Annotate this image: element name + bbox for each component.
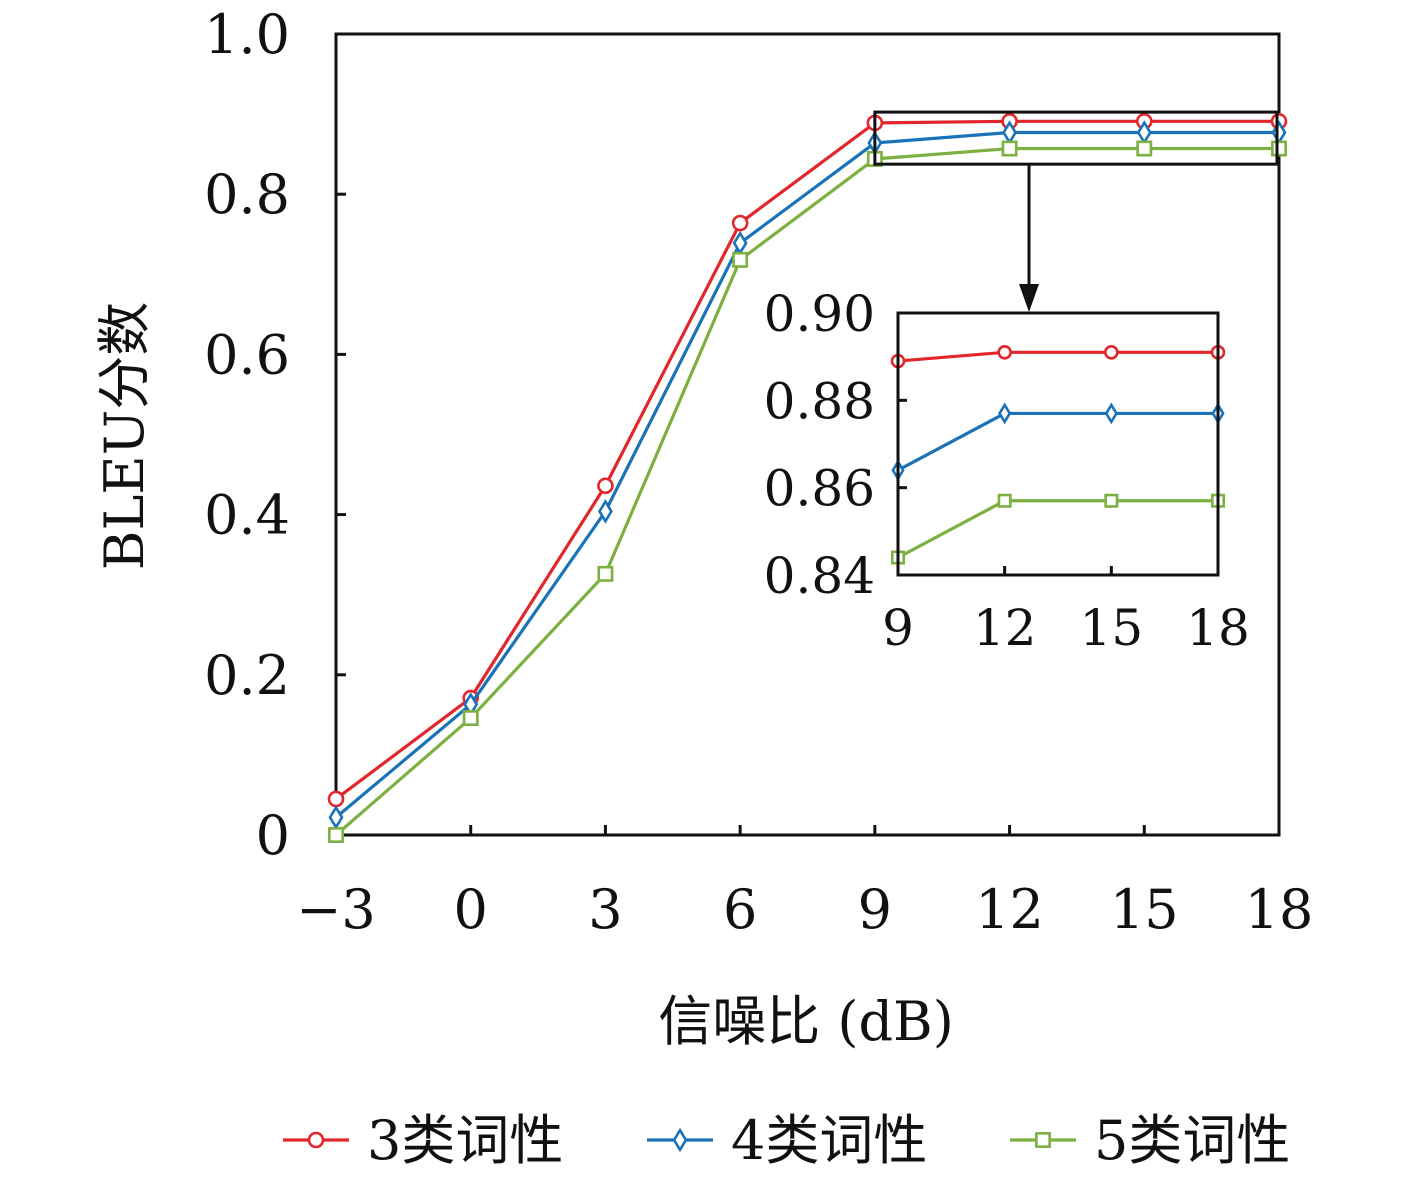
data-point-series-3 xyxy=(328,827,344,843)
inset-data-point-series-2 xyxy=(998,402,1012,425)
y-tick-label: 0.8 xyxy=(204,163,290,226)
inset-x-tick-label: 9 xyxy=(882,599,914,657)
data-point-series-1 xyxy=(597,477,614,495)
inset-data-point-series-1 xyxy=(997,344,1012,360)
inset-plot: 9 12 15 18 0.84 0.86 0.88 0.90 xyxy=(764,285,1250,657)
x-tick-label: 0 xyxy=(454,878,488,941)
inset-data-point-series-2 xyxy=(1104,402,1118,425)
y-tick-label: 1.0 xyxy=(204,3,290,66)
y-axis-title: BLEU分数 xyxy=(93,302,156,570)
legend: 3类词性 4类词性 5类词性 xyxy=(283,1109,1290,1172)
y-tick-label: 0 xyxy=(256,804,290,867)
legend-marker-1 xyxy=(307,1131,325,1149)
data-point-series-1 xyxy=(327,790,345,808)
inset-frame xyxy=(896,311,1220,577)
plot-frame xyxy=(334,32,1281,837)
data-point-series-2 xyxy=(328,805,344,830)
inset-y-tick-label: 0.84 xyxy=(764,547,875,605)
data-point-series-3 xyxy=(1271,140,1287,157)
x-tick-label: 15 xyxy=(1110,878,1179,941)
data-point-series-3 xyxy=(1136,140,1153,157)
data-point-series-3 xyxy=(732,251,749,268)
inset-data-point-series-3 xyxy=(997,493,1012,508)
inset-series-line-3 xyxy=(897,499,1218,559)
y-tick-label: 0.4 xyxy=(204,484,290,547)
x-axis-title: 信噪比 (dB) xyxy=(658,990,954,1053)
x-tick-label: 18 xyxy=(1245,878,1314,941)
legend-label-3: 5类词性 xyxy=(1094,1109,1290,1172)
y-tick-label: 0.2 xyxy=(204,644,290,707)
legend-label-2: 4类词性 xyxy=(731,1109,927,1172)
y-tick-label: 0.6 xyxy=(204,323,290,386)
inset-y-tick-label: 0.86 xyxy=(764,460,875,518)
inset-y-tick-label: 0.90 xyxy=(764,285,875,343)
data-point-series-3 xyxy=(462,710,479,727)
x-tick-label: −3 xyxy=(296,878,376,941)
inset-series-line-1 xyxy=(897,350,1218,363)
inset-x-tick-label: 18 xyxy=(1186,599,1250,657)
zoom-indicator xyxy=(873,110,1279,312)
data-point-series-3 xyxy=(597,565,614,582)
legend-marker-2 xyxy=(672,1127,688,1153)
legend-label-1: 3类词性 xyxy=(367,1109,563,1172)
data-point-series-1 xyxy=(731,214,749,232)
inset-x-tick-label: 15 xyxy=(1080,599,1144,657)
zoom-box xyxy=(873,110,1279,166)
series-line-3 xyxy=(334,146,1279,837)
zoom-arrow-head xyxy=(1019,284,1039,312)
inset-data-point-series-3 xyxy=(1104,493,1119,508)
x-tick-label: 12 xyxy=(975,878,1044,941)
legend-marker-3 xyxy=(1035,1132,1051,1148)
data-point-series-3 xyxy=(1001,140,1018,157)
x-tick-label: 9 xyxy=(858,878,892,941)
x-tick-label: 6 xyxy=(723,878,757,941)
data-point-series-2 xyxy=(597,499,613,524)
inset-data-point-series-1 xyxy=(1104,344,1119,360)
inset-x-tick-label: 12 xyxy=(973,599,1037,657)
series-line-1 xyxy=(335,119,1279,801)
series-line-2 xyxy=(334,130,1279,819)
inset-series-line-2 xyxy=(897,411,1218,472)
x-tick-label: 3 xyxy=(588,878,622,941)
inset-y-tick-label: 0.88 xyxy=(764,372,875,430)
